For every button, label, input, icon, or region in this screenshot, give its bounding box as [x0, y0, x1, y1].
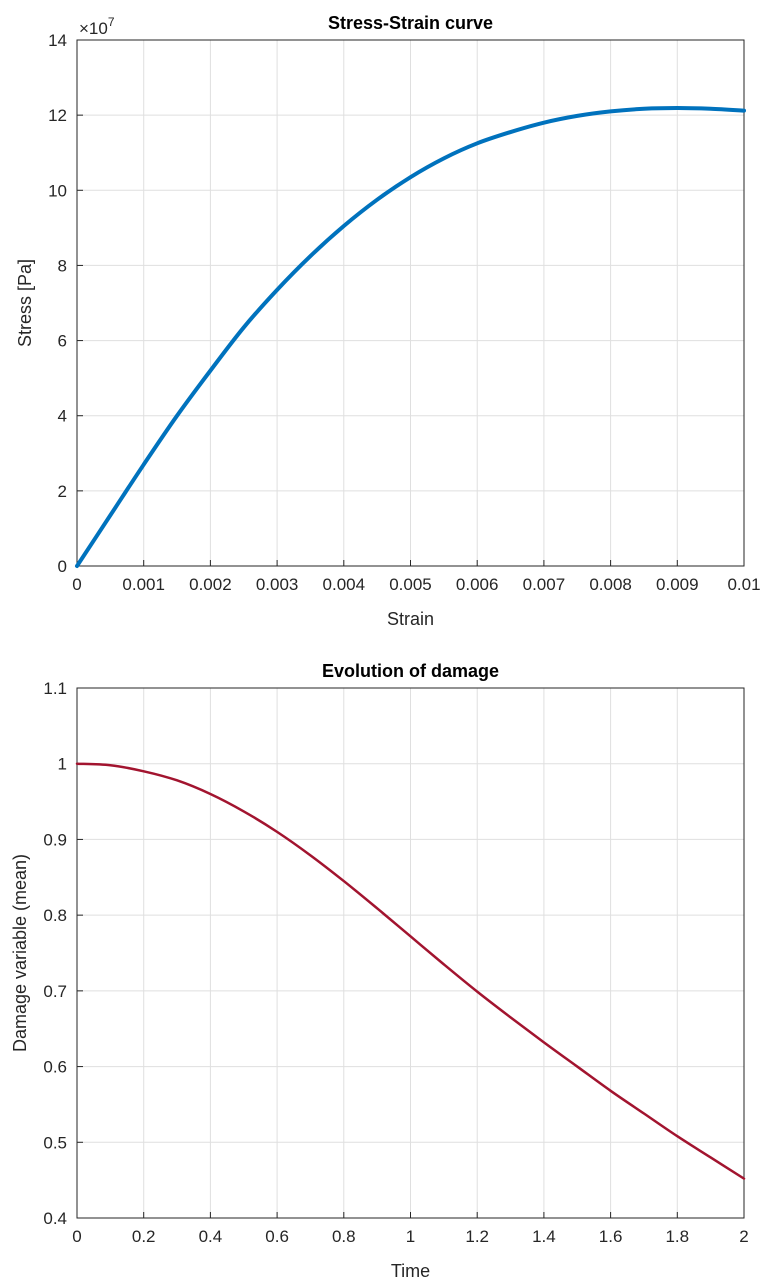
x-tick-label: 0.8	[332, 1227, 356, 1246]
x-tick-label: 0.2	[132, 1227, 156, 1246]
y-tick-label: 10	[48, 181, 67, 200]
series-line	[75, 762, 746, 1180]
x-tick-label: 0.009	[656, 575, 699, 594]
y-tick-label: 14	[48, 31, 67, 50]
y-axis-label: Damage variable (mean)	[10, 854, 30, 1052]
x-tick-label: 0.005	[389, 575, 432, 594]
chart-title: Evolution of damage	[322, 661, 499, 681]
y-tick-label: 12	[48, 106, 67, 125]
x-tick-label: 1.8	[665, 1227, 689, 1246]
x-tick-label: 0	[72, 575, 81, 594]
x-axis-label: Time	[391, 1261, 430, 1278]
x-tick-label: 1	[406, 1227, 415, 1246]
y-tick-label: 1	[58, 755, 67, 774]
x-tick-label: 0.002	[189, 575, 232, 594]
y-tick-label: 4	[58, 407, 67, 426]
y-exponent-base: ×10	[79, 19, 108, 38]
x-tick-label: 0.007	[523, 575, 566, 594]
x-tick-label: 0.01	[727, 575, 760, 594]
y-tick-label: 0.7	[43, 982, 67, 1001]
grid	[77, 688, 744, 1218]
x-tick-label: 0.4	[199, 1227, 223, 1246]
x-axis-label: Strain	[387, 609, 434, 629]
x-tick-label: 0.001	[122, 575, 165, 594]
y-tick-label: 0.9	[43, 830, 67, 849]
y-tick-label: 1.1	[43, 679, 67, 698]
y-tick-label: 0.4	[43, 1209, 67, 1228]
x-tick-label: 0.004	[323, 575, 366, 594]
y-tick-label: 2	[58, 482, 67, 501]
axes-box	[76, 39, 745, 567]
x-tick-label: 0.003	[256, 575, 299, 594]
x-tick-label: 0.006	[456, 575, 499, 594]
x-tick-label: 0	[72, 1227, 81, 1246]
x-tick-label: 2	[739, 1227, 748, 1246]
y-tick-label: 8	[58, 256, 67, 275]
axes-box	[76, 687, 745, 1219]
x-tick-label: 0.008	[589, 575, 632, 594]
y-tick-label: 0.6	[43, 1058, 67, 1077]
stress-strain-chart: Stress-Strain curve Strain Stress [Pa] ×…	[15, 13, 761, 629]
y-tick-label: 6	[58, 332, 67, 351]
y-exponent-power: 7	[108, 15, 115, 29]
x-tick-label: 1.6	[599, 1227, 623, 1246]
y-axis-exponent: ×107	[79, 15, 115, 38]
grid	[77, 40, 744, 566]
y-tick-label: 0	[58, 557, 67, 576]
x-tick-label: 1.2	[465, 1227, 489, 1246]
x-tick-label: 1.4	[532, 1227, 556, 1246]
chart-title: Stress-Strain curve	[328, 13, 493, 33]
y-axis-label: Stress [Pa]	[15, 259, 35, 347]
y-tick-label: 0.8	[43, 906, 67, 925]
y-tick-label: 0.5	[43, 1133, 67, 1152]
series-line	[75, 106, 746, 568]
x-tick-label: 0.6	[265, 1227, 289, 1246]
damage-evolution-chart: Evolution of damage Time Damage variable…	[10, 661, 749, 1278]
